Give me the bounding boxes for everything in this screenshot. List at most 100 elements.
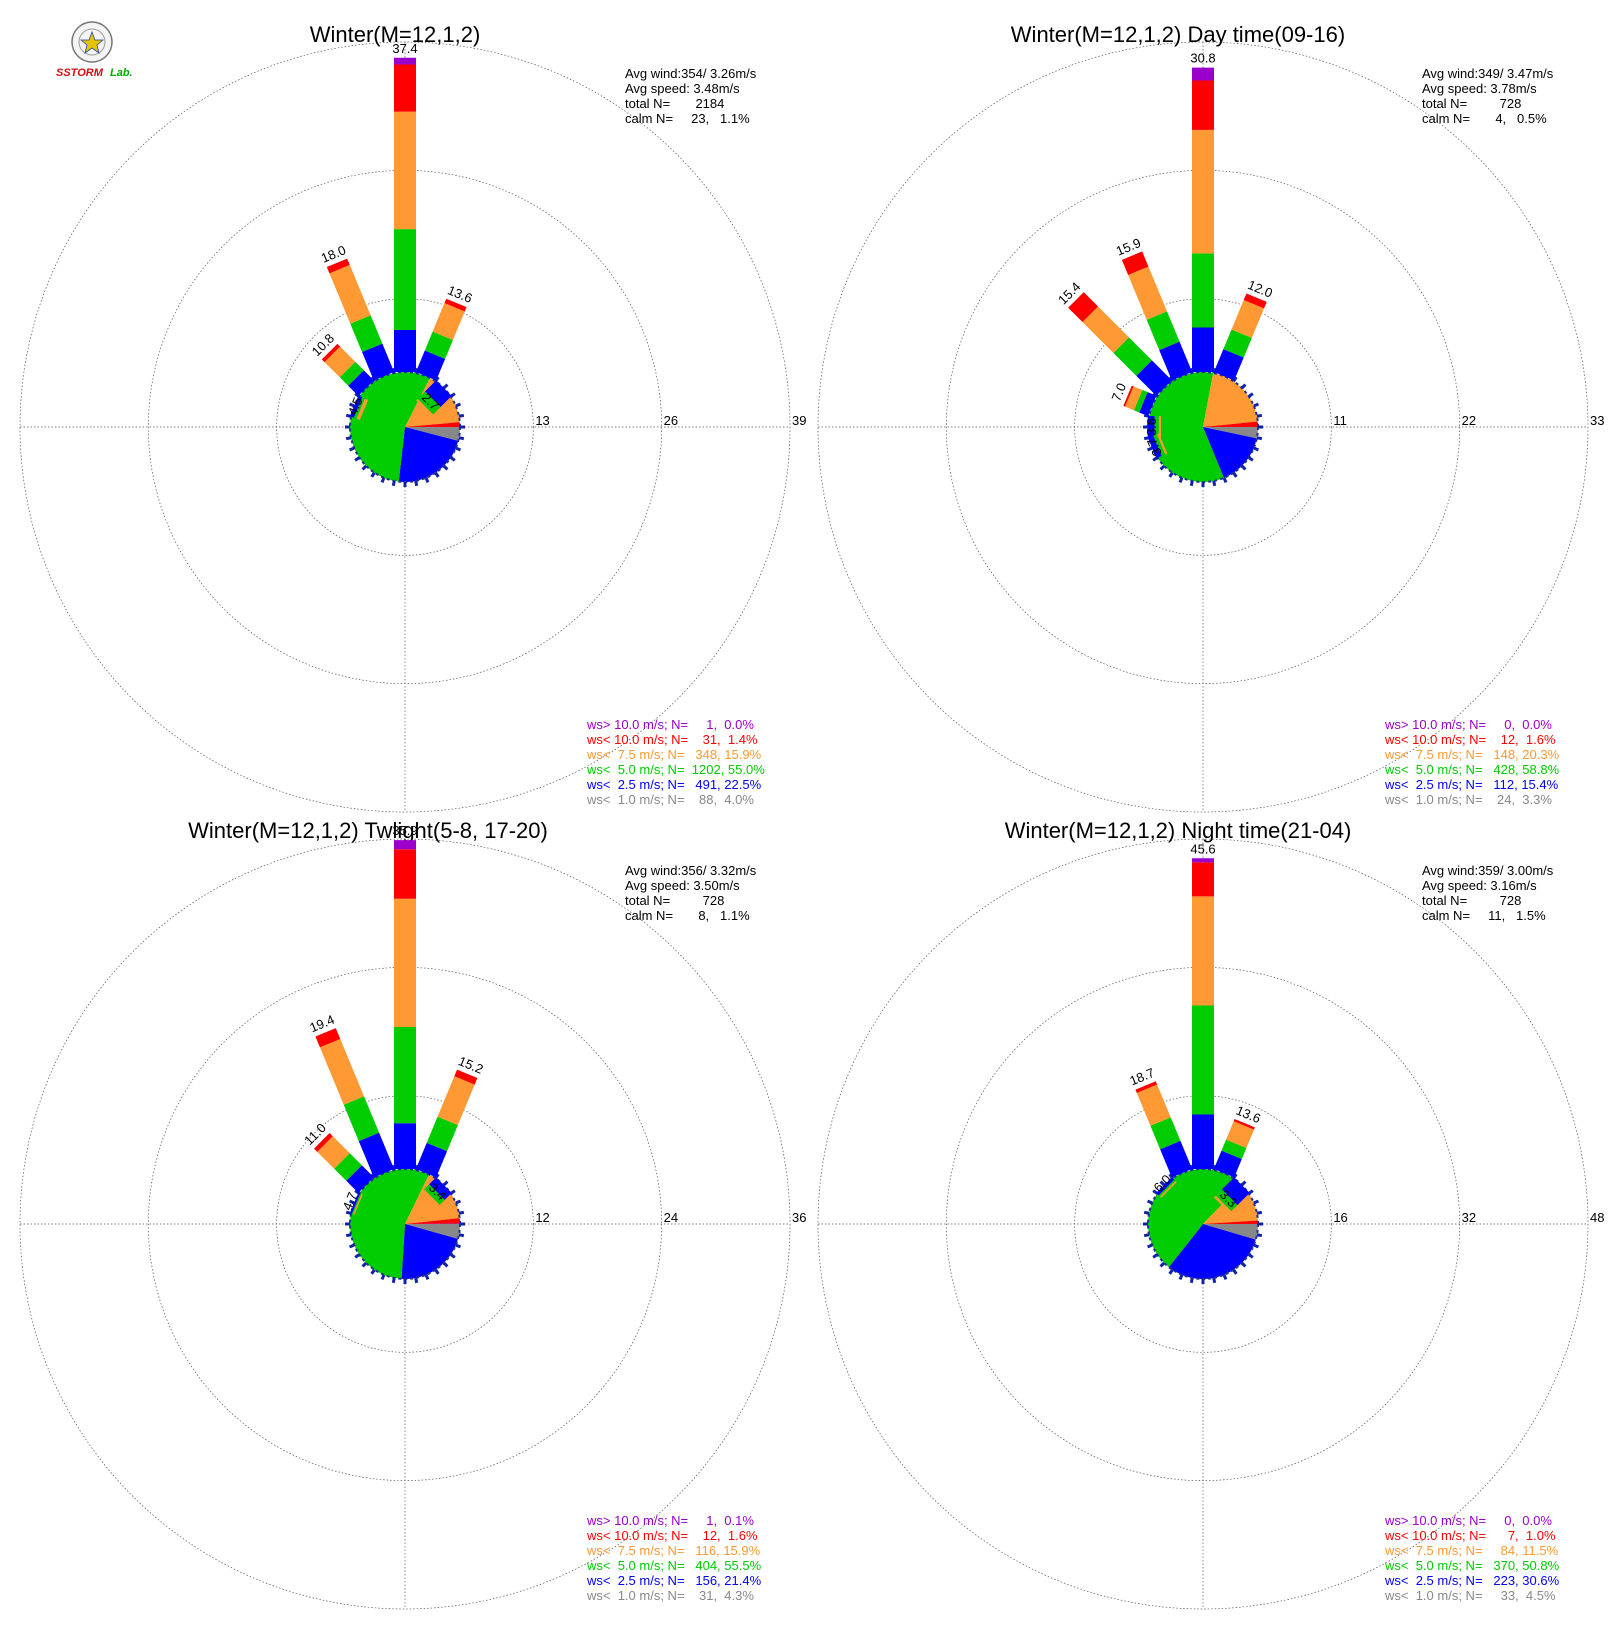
- chart-title: Winter(M=12,1,2) Day time(09-16): [1011, 22, 1345, 47]
- center-pie-slice-1: [405, 1224, 460, 1239]
- direction-stub: [370, 1173, 376, 1180]
- direction-stub: [1146, 1243, 1153, 1249]
- bar-total-label: 30.8: [1190, 51, 1215, 66]
- center-pie-slice-5: [405, 1218, 460, 1224]
- direction-stub: [380, 1274, 386, 1281]
- bar-segment-1-5: [1192, 858, 1214, 863]
- bar-segment-2-2: [1223, 329, 1252, 358]
- bar-segment-7-2: [1153, 434, 1166, 457]
- direction-stub: [380, 477, 386, 484]
- ring-label-1: 11: [1333, 413, 1347, 428]
- bar-segment-6-3: [352, 1194, 363, 1215]
- stat-line-3: total N= 728: [1422, 96, 1521, 111]
- logo: SSTORM Lab.: [56, 21, 133, 79]
- bar-segment-6-2: [353, 397, 365, 419]
- direction-stub: [1232, 376, 1238, 383]
- ring-label-3: 48: [1590, 1210, 1604, 1225]
- legend-entry-6: ws< 1.0 m/s; N= 31, 4.3%: [586, 1588, 754, 1603]
- bar-segment-1-1: [1192, 327, 1214, 372]
- legend-entry-5: ws< 2.5 m/s; N= 223, 30.6%: [1384, 1573, 1560, 1588]
- direction-stub: [1256, 436, 1263, 441]
- logo-text-right: Lab.: [110, 67, 133, 79]
- direction-stub: [1212, 1277, 1217, 1284]
- direction-stub: [442, 1261, 449, 1268]
- direction-stub: [361, 464, 368, 471]
- direction-stub: [1159, 464, 1166, 471]
- direction-stub: [1247, 392, 1254, 398]
- bar-total-label: 4.5: [345, 395, 366, 417]
- bar-segment-1-2: [394, 229, 416, 330]
- direction-stub: [1168, 1268, 1174, 1275]
- direction-stub: [449, 456, 456, 462]
- bar-segment-4-2: [1150, 1117, 1181, 1150]
- bar-segment-7-1: [1147, 435, 1162, 459]
- wind-rose-panel-4: 16 32 48 Winter(M=12,1,2) Night time(21-04)…: [817, 818, 1604, 1610]
- bar-segment-5-2: [1133, 389, 1148, 413]
- bar-segment-3-1: [1159, 341, 1193, 381]
- bar-segment-4-3: [329, 264, 371, 324]
- direction-stub: [1247, 1253, 1254, 1259]
- direction-stub: [442, 1180, 449, 1187]
- center-pie-slice-3: [350, 372, 430, 482]
- bar-segment-2-4: [454, 1069, 478, 1085]
- center-pie-slice-2: [1168, 1224, 1256, 1279]
- bar-segment-1-5: [394, 840, 416, 850]
- direction-stub: [455, 1243, 462, 1249]
- direction-stub: [455, 402, 462, 408]
- direction-stub: [348, 402, 355, 408]
- direction-stub: [1146, 446, 1153, 452]
- center-pie-slice-3: [1147, 372, 1224, 483]
- direction-stub: [370, 471, 376, 478]
- bar-segment-5-1: [346, 1165, 374, 1193]
- wind-rose-panel-1: 13 26 39 Winter(M=12,1,2) Avg wind:354/ 3.26…: [19, 22, 806, 813]
- chart-title: Winter(M=12,1,2) Night time(21-04): [1005, 818, 1352, 843]
- legend-entry-5: ws< 2.5 m/s; N= 156, 21.4%: [586, 1573, 762, 1588]
- wind-rose-panel-2: 11 22 33 Winter(M=12,1,2) Day time(09-16) Av…: [817, 22, 1604, 813]
- legend-entry-3: ws< 7.5 m/s; N= 348, 15.9%: [586, 747, 762, 762]
- legend-entry-4: ws< 5.0 m/s; N= 370, 50.8%: [1384, 1558, 1560, 1573]
- center-pie-slice-4: [1203, 372, 1258, 427]
- legend-entry-5: ws< 2.5 m/s; N= 491, 22.5%: [586, 777, 762, 792]
- bar-total-label: 3.7: [1144, 436, 1165, 458]
- bar-segment-3-1: [1221, 1177, 1250, 1206]
- bar-total-label: 45.6: [1190, 841, 1215, 856]
- ring-label-1: 16: [1333, 1210, 1347, 1225]
- legend-entry-3: ws< 7.5 m/s; N= 116, 15.9%: [586, 1543, 761, 1558]
- legend-entry-3: ws< 7.5 m/s; N= 148, 20.3%: [1384, 747, 1560, 762]
- bar-segment-3-3: [416, 398, 434, 416]
- bar-segment-3-2: [1146, 311, 1180, 351]
- direction-stub: [1143, 1210, 1150, 1215]
- direction-stub: [1240, 464, 1247, 471]
- bar-segment-1-2: [1192, 253, 1214, 328]
- direction-stub: [1222, 1274, 1228, 1281]
- direction-stub: [414, 1164, 419, 1171]
- stat-line-4: calm N= 23, 1.1%: [625, 111, 750, 126]
- ring-label-2: 32: [1462, 1210, 1476, 1225]
- center-pie-slice-5: [1203, 1220, 1258, 1224]
- legend-entry-6: ws< 1.0 m/s; N= 33, 4.5%: [1384, 1588, 1556, 1603]
- bar-segment-5-3: [1125, 386, 1143, 411]
- direction-stub: [1212, 1164, 1217, 1171]
- direction-stub: [434, 1268, 440, 1275]
- direction-stub: [354, 1253, 361, 1259]
- direction-stub: [1168, 376, 1174, 383]
- wind-rose-panel-3: 12 24 36 Winter(M=12,1,2) Twlight(5-8, 17-2…: [19, 818, 806, 1610]
- bar-segment-5-1: [1139, 392, 1157, 417]
- center-pie-slice-5: [405, 422, 460, 427]
- stat-line-3: total N= 728: [1422, 893, 1521, 908]
- bar-segment-2-3: [1226, 1121, 1254, 1149]
- bar-segment-4-4: [315, 1028, 341, 1048]
- direction-stub: [348, 1199, 355, 1205]
- bar-segment-7-3: [1156, 433, 1168, 455]
- legend-entry-1: ws> 10.0 m/s; N= 0, 0.0%: [1384, 1513, 1552, 1528]
- bar-segment-2-1: [415, 1142, 448, 1178]
- ring-label-2: 26: [664, 413, 678, 428]
- direction-stub: [370, 376, 376, 383]
- bar-segment-3-3: [1128, 266, 1167, 320]
- stat-line-1: Avg wind:356/ 3.32m/s: [625, 863, 757, 878]
- bar-segment-4-3: [1082, 306, 1129, 353]
- legend-entry-2: ws< 10.0 m/s; N= 12, 1.6%: [586, 1528, 758, 1543]
- stat-line-2: Avg speed: 3.50m/s: [625, 878, 740, 893]
- bar-segment-5-2: [334, 1153, 362, 1181]
